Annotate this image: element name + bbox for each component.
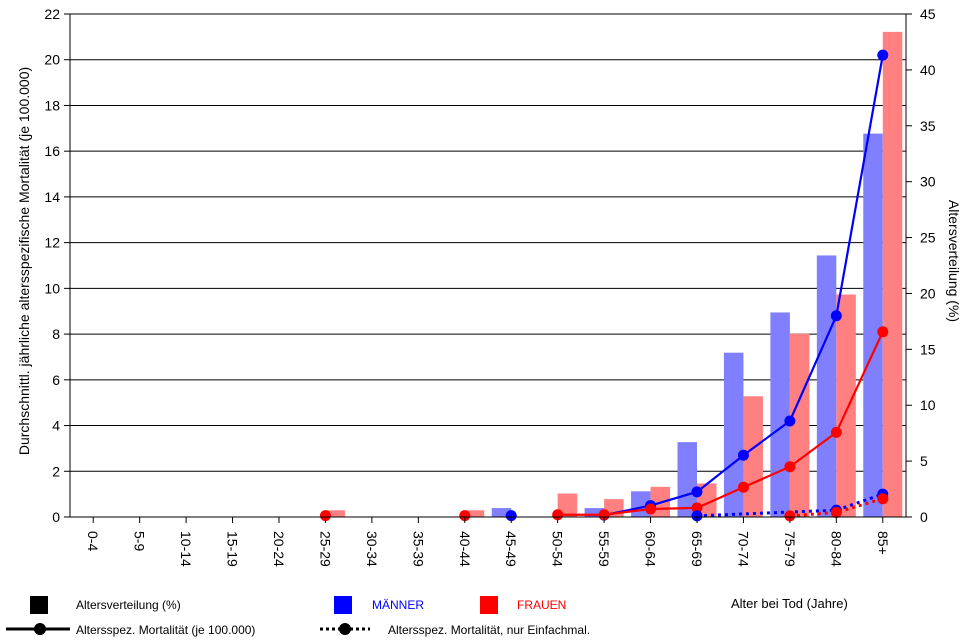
bar-female bbox=[882, 31, 903, 517]
right-tick-label: 40 bbox=[920, 62, 936, 78]
bar-male bbox=[863, 133, 883, 517]
x-tick-label: 65-69 bbox=[689, 531, 705, 567]
mortality-point bbox=[784, 461, 796, 473]
mortality-point bbox=[877, 49, 889, 61]
line-series bbox=[319, 49, 889, 522]
mortality-point bbox=[319, 510, 331, 522]
legend-distribution-swatch bbox=[30, 596, 48, 614]
x-tick-label: 45-49 bbox=[503, 531, 519, 567]
bar-male bbox=[677, 442, 697, 517]
y-axis-label-left: Durchschnittl. jährliche altersspezifisc… bbox=[16, 67, 32, 455]
left-tick-label: 0 bbox=[52, 509, 60, 525]
x-tick-label: 15-19 bbox=[225, 531, 241, 567]
mortality-single-point bbox=[830, 506, 842, 518]
legend: Altersverteilung (%) MÄNNER FRAUEN Alter… bbox=[0, 590, 963, 644]
left-tick-label: 16 bbox=[44, 143, 60, 159]
gridlines bbox=[70, 13, 906, 518]
mortality-single-point bbox=[877, 493, 889, 505]
mortality-point bbox=[691, 486, 703, 498]
mortality-single-point bbox=[784, 510, 796, 522]
mortality-point bbox=[737, 481, 749, 493]
left-tick-label: 8 bbox=[52, 326, 60, 342]
left-tick-label: 22 bbox=[44, 6, 60, 22]
right-tick-label: 5 bbox=[920, 453, 928, 469]
left-axis-ticks: 0 2 4 6 8 10 12 14 16 18 20 22 bbox=[44, 6, 70, 525]
right-tick-label: 30 bbox=[920, 174, 936, 190]
bar-female bbox=[464, 510, 485, 517]
x-tick-label: 60-64 bbox=[643, 531, 659, 567]
x-tick-label: 5-9 bbox=[132, 531, 148, 551]
x-tick-label: 70-74 bbox=[735, 531, 751, 567]
right-tick-label: 0 bbox=[920, 509, 928, 525]
legend-distribution-label: Altersverteilung (%) bbox=[76, 598, 181, 612]
left-tick-label: 18 bbox=[44, 97, 60, 113]
bar-female bbox=[325, 510, 345, 517]
mortality-point bbox=[830, 426, 842, 438]
bar-female bbox=[557, 493, 578, 517]
bar-male bbox=[723, 352, 744, 517]
x-axis-ticks: 0-4 5-9 10-14 15-19 20-24 25-29 30-34 35-39 40-4… bbox=[85, 517, 891, 567]
x-tick-label: 30-34 bbox=[364, 531, 380, 567]
legend-male-label: MÄNNER bbox=[372, 598, 425, 612]
bar-male bbox=[770, 312, 790, 517]
right-tick-label: 25 bbox=[920, 230, 936, 246]
x-tick-label: 80-84 bbox=[828, 531, 844, 567]
left-tick-label: 2 bbox=[52, 463, 60, 479]
mortality-point bbox=[830, 310, 842, 322]
y-axis-label-right: Altersverteilung (%) bbox=[946, 200, 962, 322]
mortality-point bbox=[645, 503, 657, 515]
mortality-point bbox=[737, 449, 749, 461]
left-tick-label: 6 bbox=[52, 372, 60, 388]
legend-mortality-single-label: Altersspez. Mortalität, nur Einfachmal. bbox=[388, 623, 591, 637]
x-tick-label: 75-79 bbox=[782, 531, 798, 567]
right-tick-label: 10 bbox=[920, 397, 936, 413]
left-tick-label: 12 bbox=[44, 235, 60, 251]
right-axis-ticks: 0 5 10 15 20 25 30 35 40 45 bbox=[906, 6, 936, 525]
x-tick-label: 0-4 bbox=[85, 531, 101, 551]
legend-female-label: FRAUEN bbox=[517, 598, 567, 612]
left-tick-label: 10 bbox=[44, 280, 60, 296]
left-tick-label: 20 bbox=[44, 52, 60, 68]
mortality-single-point bbox=[691, 510, 703, 522]
bar-male bbox=[491, 508, 512, 517]
bar-series bbox=[325, 31, 903, 517]
legend-female-swatch bbox=[480, 596, 498, 614]
mortality-point bbox=[459, 510, 471, 522]
x-tick-label: 10-14 bbox=[178, 531, 194, 567]
x-tick-label: 35-39 bbox=[410, 531, 426, 567]
mortality-point bbox=[877, 326, 889, 338]
x-tick-label: 25-29 bbox=[317, 531, 333, 567]
x-axis-label: Alter bei Tod (Jahre) bbox=[731, 596, 848, 611]
x-tick-label: 50-54 bbox=[550, 531, 566, 567]
bar-male bbox=[584, 508, 605, 517]
left-tick-label: 14 bbox=[44, 189, 60, 205]
bar-female bbox=[836, 294, 856, 517]
right-tick-label: 45 bbox=[920, 6, 936, 22]
mortality-point bbox=[691, 502, 703, 514]
right-tick-label: 20 bbox=[920, 285, 936, 301]
x-tick-label: 40-44 bbox=[457, 531, 473, 567]
mortality-point bbox=[505, 510, 517, 522]
legend-mortality-single-line-icon bbox=[320, 623, 370, 635]
bar-male bbox=[816, 255, 837, 517]
mortality-single-line bbox=[789, 497, 884, 518]
legend-mortality-label: Altersspez. Mortalität (je 100.000) bbox=[76, 623, 256, 637]
mortality-point bbox=[784, 415, 796, 427]
mortality-line bbox=[557, 331, 884, 516]
x-tick-label: 85+ bbox=[875, 531, 891, 555]
left-tick-label: 4 bbox=[52, 418, 60, 434]
legend-mortality-line-icon bbox=[6, 623, 70, 635]
bar-female bbox=[789, 333, 810, 517]
x-tick-label: 55-59 bbox=[596, 531, 612, 567]
x-tick-label: 20-24 bbox=[271, 531, 287, 567]
right-tick-label: 35 bbox=[920, 118, 936, 134]
right-tick-label: 15 bbox=[920, 341, 936, 357]
axes bbox=[69, 14, 907, 518]
legend-male-swatch bbox=[334, 596, 352, 614]
